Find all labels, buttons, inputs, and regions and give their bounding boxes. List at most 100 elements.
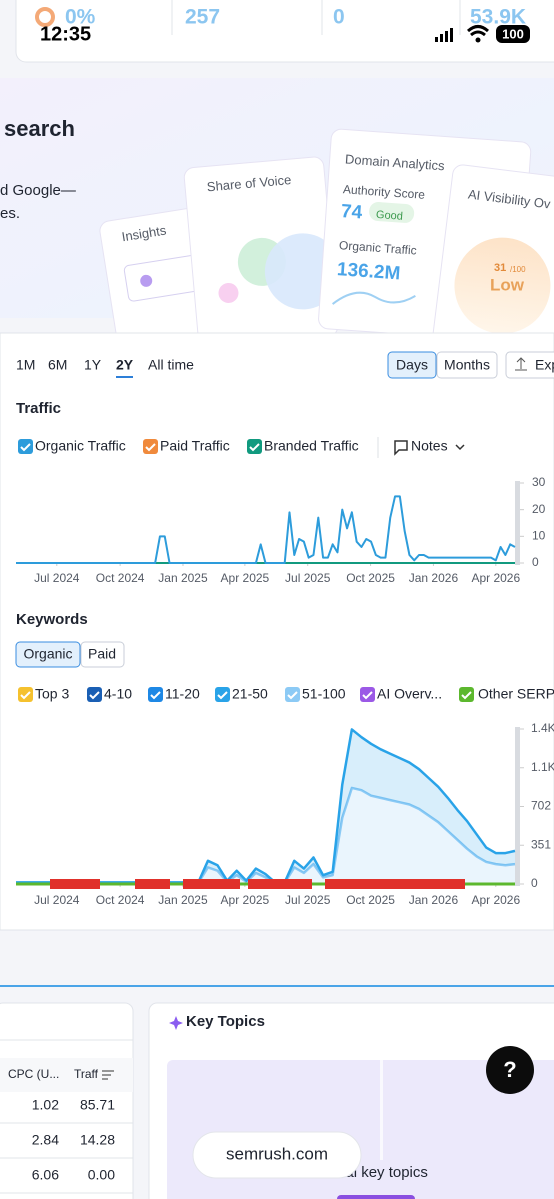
check: [249, 443, 260, 452]
months-button[interactable]: [436, 351, 498, 379]
export-button[interactable]: [505, 351, 554, 379]
y-tick-label: 351: [531, 837, 551, 851]
period-tab[interactable]: 1M: [16, 357, 35, 373]
checkbox[interactable]: [18, 687, 33, 702]
scroll-bar: [515, 727, 520, 886]
legend-label[interactable]: 51-100: [302, 686, 346, 702]
period-tab[interactable]: 6M: [48, 357, 67, 373]
tab-label[interactable]: Paid: [88, 646, 116, 662]
url-text[interactable]: semrush.com: [226, 1144, 328, 1163]
legend-label[interactable]: AI Overv...: [377, 686, 442, 702]
legend-label[interactable]: Branded Traffic: [264, 438, 359, 454]
legend-label[interactable]: Other SERP: [478, 686, 554, 702]
chevron[interactable]: [455, 444, 465, 451]
cell: 14.28: [80, 1132, 115, 1148]
serp-strip: [135, 879, 170, 889]
tab-label[interactable]: Organic: [23, 646, 72, 662]
check: [150, 691, 161, 700]
card-title: Share of Voice: [206, 172, 292, 194]
notes-icon[interactable]: [394, 440, 408, 456]
button-label[interactable]: Days: [396, 357, 428, 373]
cell: 2.84: [32, 1132, 59, 1148]
check: [461, 691, 472, 700]
check: [20, 691, 31, 700]
y-tick-label: 1.4K: [531, 721, 554, 735]
x-tick-label: Oct 2024: [96, 571, 145, 585]
help-label[interactable]: ?: [503, 1057, 516, 1082]
checkbox[interactable]: [215, 687, 230, 702]
ai-score: 31: [494, 262, 506, 274]
card-label: Authority Score: [343, 182, 426, 202]
banner-text: d Google—: [0, 182, 76, 199]
check: [362, 691, 373, 700]
section-title: Traffic: [16, 400, 61, 417]
checkbox[interactable]: [459, 687, 474, 702]
tab-organic[interactable]: [15, 641, 81, 668]
x-tick-label: Oct 2025: [346, 893, 395, 907]
checkbox[interactable]: [87, 687, 102, 702]
banner-title: search: [4, 116, 75, 141]
authority-score: 74: [340, 201, 363, 223]
tab-paid[interactable]: [80, 641, 125, 668]
active-underline: [116, 376, 133, 378]
checkbox[interactable]: [285, 687, 300, 702]
export-icon: [515, 357, 527, 371]
legend-label[interactable]: Top 3: [35, 686, 69, 702]
button-label[interactable]: Months: [444, 357, 490, 373]
checkbox[interactable]: [148, 687, 163, 702]
check: [145, 443, 156, 452]
period-tab[interactable]: 2Y: [116, 357, 134, 373]
cell: 1.02: [32, 1097, 59, 1113]
help-button[interactable]: [486, 1046, 534, 1094]
area: [16, 787, 515, 884]
y-tick-label: 0: [532, 555, 539, 569]
check: [217, 691, 228, 700]
ai-level: Low: [490, 275, 525, 294]
legend-label[interactable]: 4-10: [104, 686, 132, 702]
ring-icon: [35, 7, 55, 27]
card-title: Insights: [121, 222, 168, 244]
x-tick-label: Jan 2026: [409, 893, 459, 907]
stats-card: [15, 0, 554, 63]
days-button[interactable]: [387, 351, 437, 379]
separator: [380, 1060, 383, 1160]
section-title: Keywords: [16, 611, 88, 628]
y-tick-label: 0: [531, 876, 538, 890]
cell: 0.00: [88, 1167, 115, 1183]
legend-label[interactable]: Organic Traffic: [35, 438, 126, 454]
stat: 257: [185, 6, 220, 29]
url-pill[interactable]: [192, 1131, 362, 1179]
x-tick-label: Apr 2026: [471, 571, 520, 585]
checkbox[interactable]: [247, 439, 262, 454]
x-tick-label: Oct 2024: [96, 893, 145, 907]
period-tab[interactable]: All time: [148, 357, 194, 373]
stat: 0: [333, 6, 345, 29]
checkbox[interactable]: [143, 439, 158, 454]
legend-label[interactable]: Paid Traffic: [160, 438, 230, 454]
x-tick-label: Jul 2025: [285, 893, 331, 907]
ai-card: [432, 164, 554, 358]
checkbox[interactable]: [360, 687, 375, 702]
banner-text: es.: [0, 205, 20, 222]
topics-button[interactable]: [337, 1195, 415, 1199]
status-icons: [435, 25, 530, 43]
x-tick-label: Jan 2026: [409, 571, 459, 585]
check: [20, 443, 31, 452]
stat: 53.9K: [470, 6, 526, 29]
notes-label[interactable]: Notes: [411, 438, 448, 454]
sparkle-icon: [169, 1016, 183, 1030]
x-tick-label: Jan 2025: [158, 571, 208, 585]
y-tick-label: 702: [531, 799, 551, 813]
period-tab[interactable]: 1Y: [84, 357, 102, 373]
checkbox[interactable]: [18, 439, 33, 454]
scroll-bar: [515, 481, 520, 565]
serp-strip: [183, 879, 240, 889]
sort-icon[interactable]: [102, 1070, 114, 1080]
serp-strip: [325, 879, 465, 889]
legend-label[interactable]: 11-20: [165, 686, 200, 702]
button-label[interactable]: Exp: [535, 357, 554, 373]
status-time: 12:35: [40, 23, 91, 45]
organic-traffic: 136.2M: [336, 259, 401, 284]
legend-label[interactable]: 21-50: [232, 686, 268, 702]
